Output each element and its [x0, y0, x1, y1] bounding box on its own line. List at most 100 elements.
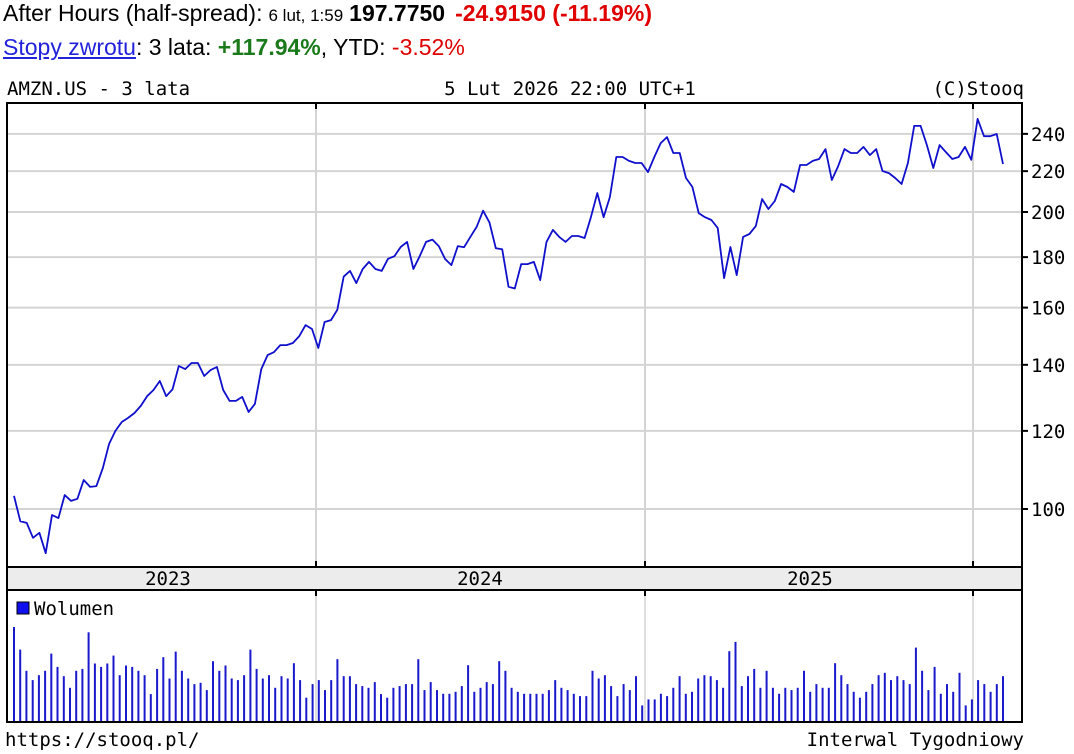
volume-bar [498, 661, 501, 721]
volume-bar [317, 680, 320, 721]
volume-bar [411, 684, 414, 721]
volume-bar [149, 694, 152, 721]
volume-bar [840, 675, 843, 721]
volume-bar [827, 687, 830, 721]
volume-bar [616, 696, 619, 721]
volume-bar [709, 676, 712, 721]
footer-interval: Interwal Tygodniowy [807, 729, 1024, 751]
volume-bar [305, 697, 308, 721]
volume-bar [983, 684, 986, 721]
volume-bar [174, 651, 177, 721]
gridlines [8, 132, 1021, 510]
volume-bar [168, 678, 171, 721]
volume-bar [610, 686, 613, 721]
volume-bar [25, 670, 28, 721]
volume-bar [13, 627, 15, 721]
volume-bar [535, 693, 538, 721]
volume-bar [722, 687, 725, 721]
volume-bar [69, 687, 71, 721]
return-3y-value: +117.94% [217, 34, 321, 60]
volume-bar [803, 670, 805, 721]
volume-bar [404, 684, 407, 721]
volume-bar [50, 653, 53, 721]
volume-bar [890, 680, 892, 721]
volume-bar [597, 678, 600, 721]
volume-bar [448, 693, 451, 721]
volume-bar [75, 670, 78, 721]
quote-price: 197.7750 [349, 0, 446, 26]
volume-bar [815, 684, 818, 721]
volume-bar [255, 668, 258, 721]
volume-bar [479, 687, 482, 721]
volume-bar [734, 641, 737, 721]
volume-bar [585, 696, 588, 721]
volume-plot-frame [6, 589, 1023, 723]
footer-url[interactable]: https://stooq.pl/ [5, 729, 199, 751]
volume-bar [771, 687, 774, 721]
volume-bar [653, 699, 656, 721]
volume-bar [236, 680, 239, 721]
volume-bar [299, 680, 302, 721]
volume-bar [199, 682, 202, 721]
volume-bar [510, 687, 513, 721]
volume-bar [44, 670, 47, 721]
volume-bar [765, 670, 768, 721]
volume-bar [647, 699, 650, 721]
volume-bar [622, 684, 625, 721]
volume-bar [467, 665, 470, 721]
after-hours-label: After Hours (half-spread): [3, 0, 263, 26]
volume-bar [977, 680, 980, 721]
quote-change: -24.9150 (-11.19%) [455, 0, 652, 26]
x-axis-years: 2023 2024 2025 [145, 568, 833, 590]
volume-bar [436, 690, 438, 721]
volume-bar [100, 666, 103, 721]
volume-bar [380, 694, 382, 721]
volume-bar [858, 697, 861, 721]
volume-bar [311, 684, 314, 721]
volume-bar [230, 678, 233, 721]
after-hours-line: After Hours (half-spread): 6 lut, 1:59 197… [3, 0, 652, 27]
volume-bar [342, 676, 345, 721]
volume-bar [659, 693, 662, 721]
volume-bar [908, 684, 911, 721]
volume-bar [747, 676, 749, 721]
volume-bar [641, 705, 644, 721]
volume-bar [93, 663, 96, 721]
volume-bar [927, 690, 930, 721]
volume-legend-label: Wolumen [34, 598, 114, 620]
volume-bar [361, 686, 364, 721]
volume-bar [218, 670, 221, 721]
volume-bar [678, 676, 681, 721]
volume-bar [715, 680, 718, 721]
volume-bar [958, 672, 961, 721]
volume-bar [87, 632, 90, 721]
volume-bar [541, 693, 544, 721]
returns-link[interactable]: Stopy zwrotu [3, 34, 136, 60]
volume-bar [809, 691, 812, 721]
volume-bar [81, 668, 84, 721]
chart-date: 5 Lut 2026 22:00 UTC+1 [444, 78, 696, 100]
chart-copyright: (C)Stooq [932, 78, 1024, 100]
y-tick-label: 160 [1031, 298, 1065, 320]
volume-bar [212, 661, 214, 721]
volume-bar [156, 668, 159, 721]
volume-bar [355, 684, 358, 721]
volume-bar [224, 665, 227, 721]
volume-bar [180, 670, 183, 721]
volume-bar [131, 666, 134, 721]
volume-bar [790, 690, 793, 721]
volume-bar [112, 655, 115, 721]
volume-bar [778, 693, 781, 721]
volume-bar [684, 693, 687, 721]
volume-bar [491, 684, 494, 721]
volume-bar [460, 686, 463, 721]
volume-bar [852, 691, 855, 721]
volume-bar [286, 678, 289, 721]
volume-bar [603, 675, 606, 721]
volume-bar [280, 676, 283, 721]
volume-bar [877, 675, 880, 721]
volume-bar [740, 686, 743, 721]
volume-bar [939, 693, 942, 721]
volume-bar [143, 675, 146, 721]
volume-bar [547, 690, 550, 721]
